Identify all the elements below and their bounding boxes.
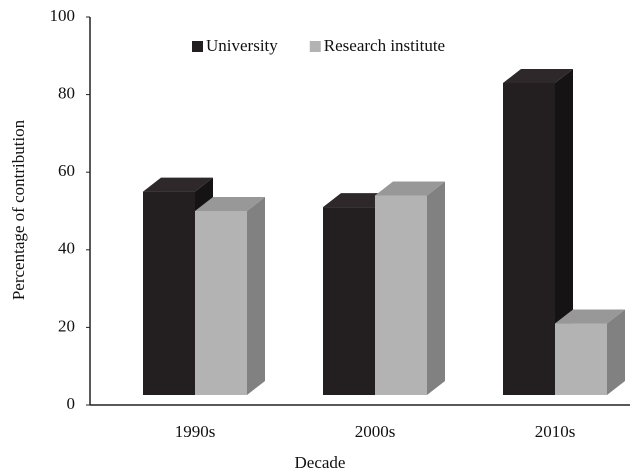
legend-label: Research institute: [324, 36, 445, 55]
bar-top: [195, 197, 265, 211]
bar-top: [555, 309, 625, 324]
bar: [323, 207, 375, 395]
legend-swatch: [192, 41, 203, 52]
bar: [143, 191, 195, 395]
y-tick-label: 80: [58, 84, 75, 103]
bar-side: [607, 309, 625, 395]
x-tick-label: 2000s: [355, 422, 396, 441]
bar-top: [503, 68, 573, 83]
bar: [195, 211, 247, 395]
legend-swatch: [309, 41, 321, 52]
y-tick-label: 20: [58, 316, 75, 335]
y-tick-label: 0: [67, 394, 76, 413]
bar-side: [247, 197, 265, 395]
y-tick-label: 40: [58, 239, 75, 258]
y-tick-label: 60: [58, 161, 75, 180]
bar: [375, 195, 427, 395]
y-tick-label: 100: [50, 6, 76, 25]
x-axis-label: Decade: [295, 453, 346, 472]
bar-side: [427, 181, 445, 395]
x-tick-label: 2010s: [535, 422, 576, 441]
bar: [503, 82, 555, 396]
y-axis-label: Percentage of contribution: [9, 119, 28, 300]
bar-top: [375, 181, 445, 196]
bar: [555, 323, 607, 395]
legend-label: University: [206, 36, 278, 55]
bar-top: [143, 177, 213, 192]
x-tick-label: 1990s: [175, 422, 216, 441]
